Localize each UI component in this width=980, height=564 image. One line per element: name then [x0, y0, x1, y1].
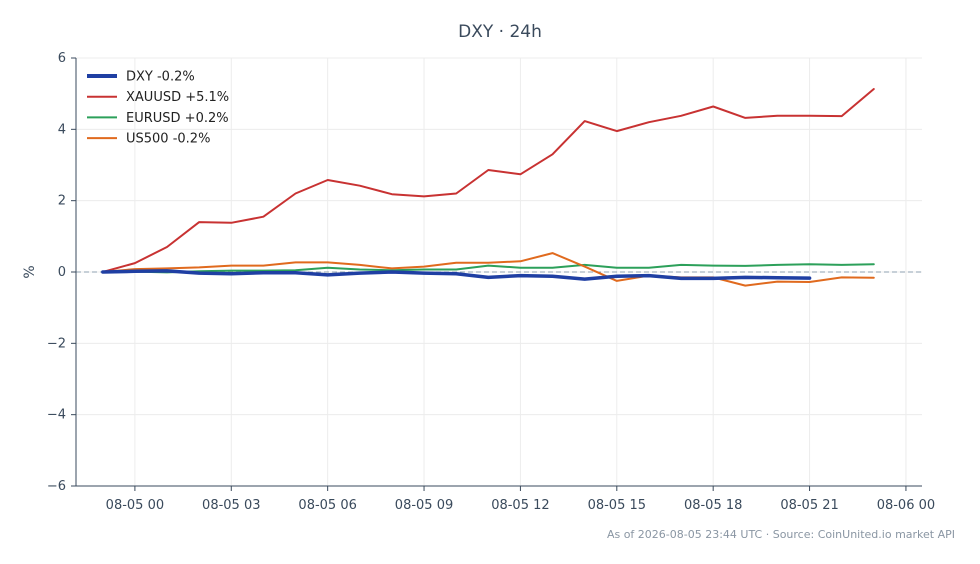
series-line-xauusd: [101, 88, 875, 273]
y-axis-ticks: 6 4 2 0 −2 −4 −6: [47, 51, 76, 494]
legend-label: US500 -0.2%: [126, 132, 210, 147]
x-tick-label: 08-05 09: [395, 498, 453, 513]
y-tick-label: −6: [47, 479, 66, 494]
series-layer: [101, 88, 875, 287]
y-tick-label: −2: [47, 336, 66, 351]
x-axis-ticks: 08-05 00 08-05 03 08-05 06 08-05 09 08-05 12…: [106, 486, 935, 513]
x-tick-label: 08-05 00: [106, 498, 164, 513]
y-tick-label: 0: [58, 265, 66, 280]
x-tick-label: 08-05 21: [780, 498, 838, 513]
y-axis-label: %: [22, 265, 38, 278]
x-tick-label: 08-06 00: [877, 498, 935, 513]
y-tick-label: 6: [58, 51, 66, 66]
x-tick-label: 08-05 03: [202, 498, 260, 513]
x-tick-label: 08-05 18: [684, 498, 742, 513]
y-tick-label: 4: [58, 122, 66, 137]
chart-title: DXY · 24h: [458, 22, 542, 42]
series-line-us500: [101, 252, 875, 287]
x-tick-label: 08-05 12: [491, 498, 549, 513]
footer-source: As of 2026-08-05 23:44 UTC · Source: Coi…: [607, 528, 955, 541]
legend-label: EURUSD +0.2%: [126, 111, 229, 126]
legend-label: DXY -0.2%: [126, 70, 195, 85]
y-tick-label: 2: [58, 194, 66, 209]
series-line-dxy: [101, 269, 812, 281]
y-tick-label: −4: [47, 408, 66, 423]
series-line-eurusd: [101, 263, 875, 274]
x-tick-label: 08-05 06: [298, 498, 356, 513]
legend: DXY -0.2% XAUUSD +5.1% EURUSD +0.2% US500 -…: [87, 70, 229, 147]
x-tick-label: 08-05 15: [588, 498, 646, 513]
legend-label: XAUUSD +5.1%: [126, 90, 229, 105]
